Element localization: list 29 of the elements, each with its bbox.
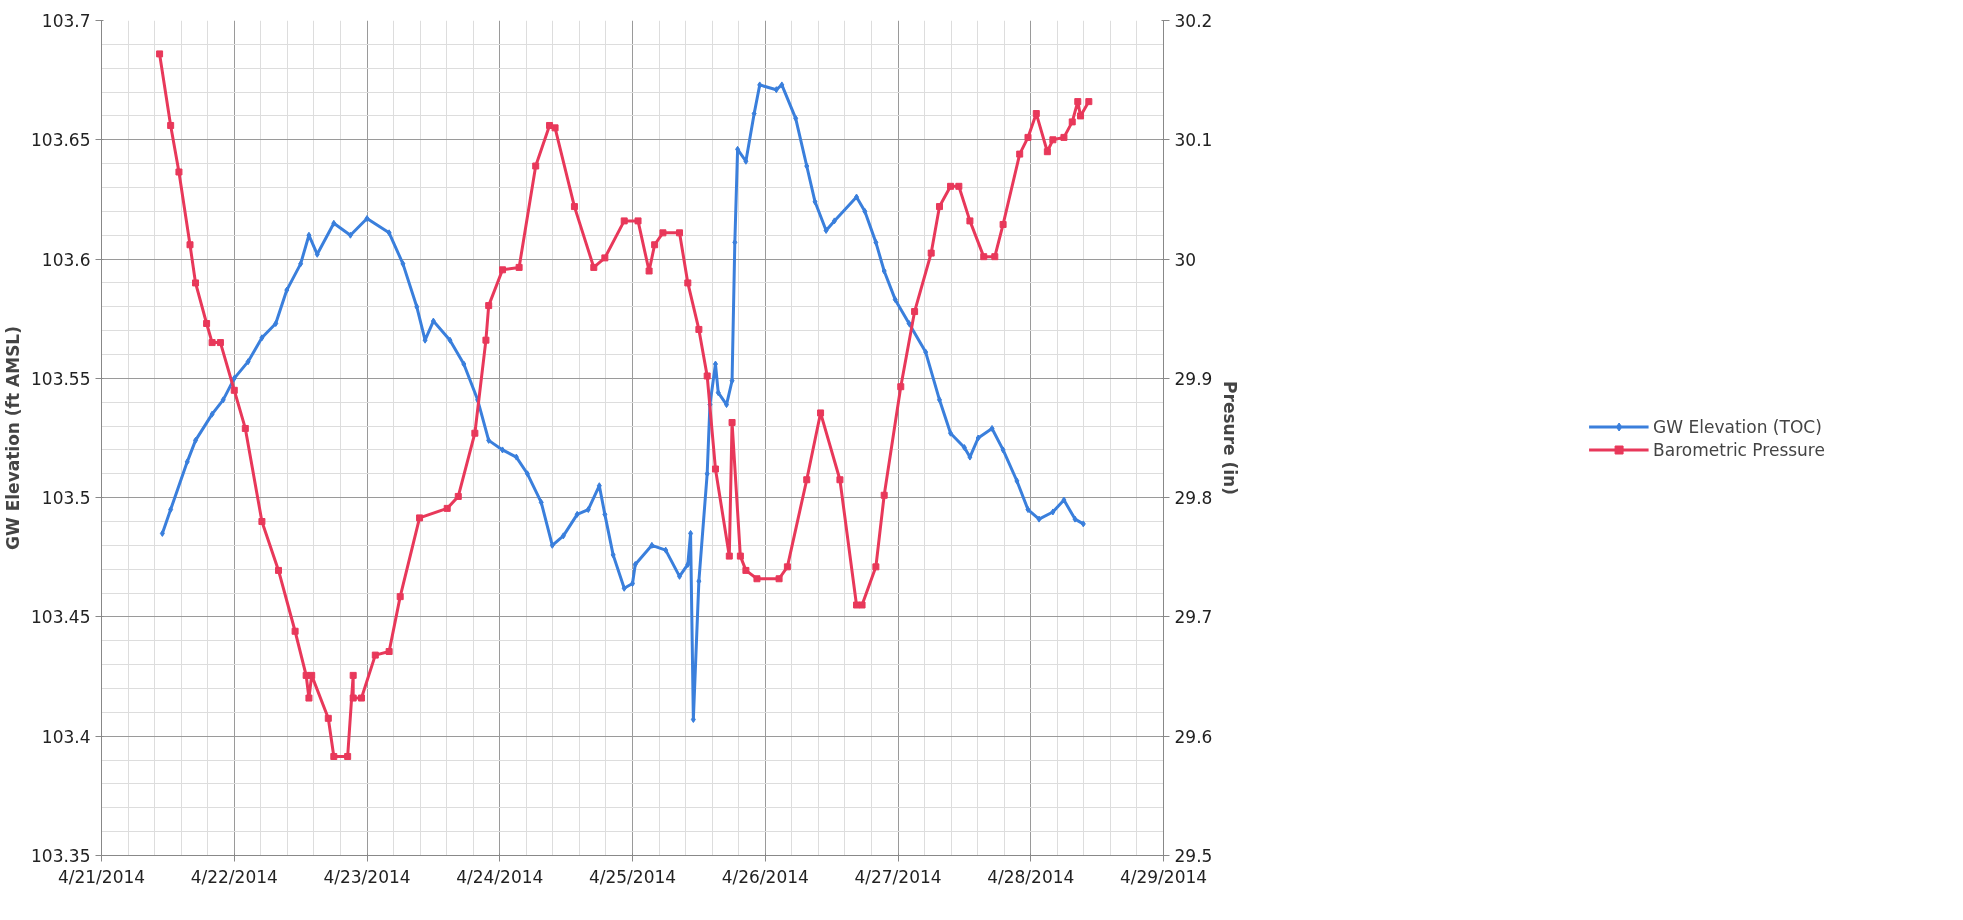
- y-tick-label: 103.45: [31, 607, 91, 628]
- y-tick-label: 103.5: [41, 488, 91, 509]
- x-tick-label: 4/23/2014: [323, 866, 411, 887]
- y2-axis-title: Presure (in): [1220, 381, 1241, 495]
- y2-tick-label: 30.2: [1174, 11, 1213, 31]
- x-tick-label: 4/24/2014: [456, 866, 544, 887]
- y2-tick-label: 29.8: [1174, 488, 1213, 509]
- x-tick-label: 4/27/2014: [854, 866, 942, 887]
- legend-label: GW Elevation (TOC): [1653, 416, 1822, 436]
- y2-tick-label: 29.6: [1174, 726, 1213, 747]
- x-tick-label: 4/26/2014: [721, 866, 809, 887]
- y2-tick-label: 29.5: [1174, 846, 1213, 866]
- legend-label: Barometric Pressure: [1653, 439, 1825, 459]
- y-tick-label: 103.6: [41, 249, 91, 270]
- y-tick-label: 103.65: [31, 130, 91, 151]
- y2-tick-label: 30.1: [1174, 130, 1213, 151]
- x-tick-label: 4/25/2014: [588, 866, 677, 887]
- y-tick-label: 103.7: [41, 11, 91, 31]
- x-tick-label: 4/28/2014: [987, 866, 1075, 887]
- y-tick-label: 103.35: [31, 846, 91, 866]
- y-tick-label: 103.55: [31, 368, 91, 389]
- y2-tick-label: 29.7: [1174, 607, 1213, 628]
- x-tick-label: 4/29/2014: [1119, 866, 1208, 887]
- x-tick-label: 4/22/2014: [190, 866, 278, 887]
- y-axis-title: GW Elevation (ft AMSL): [3, 326, 24, 550]
- x-tick-label: 4/21/2014: [57, 866, 146, 887]
- y2-tick-label: 30: [1174, 249, 1197, 270]
- y-tick-label: 103.4: [41, 726, 91, 747]
- y2-tick-label: 29.9: [1174, 368, 1213, 389]
